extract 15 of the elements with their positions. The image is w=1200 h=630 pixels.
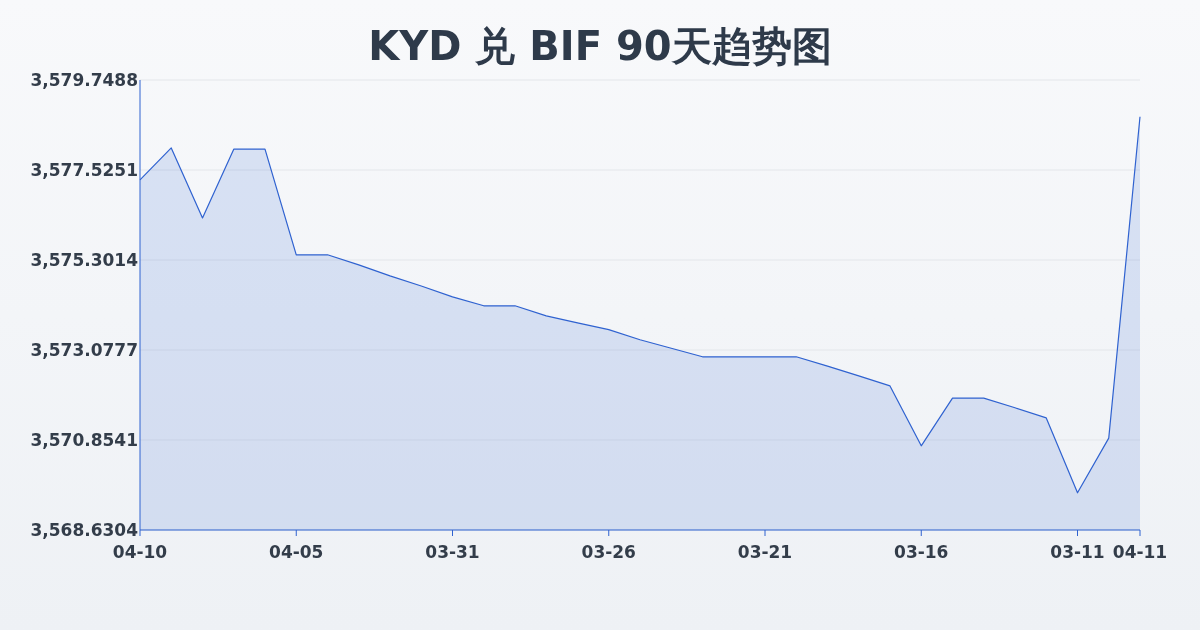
chart-title: KYD 兑 BIF 90天趋势图 [368,23,832,69]
x-tick-label: 04-11 [1112,542,1168,562]
y-tick-label: 3,573.0777 [30,340,138,360]
x-tick-label: 03-11 [1050,542,1105,562]
y-tick-label: 3,570.8541 [30,430,138,450]
y-tick-label: 3,568.6304 [30,520,139,540]
y-tick-label: 3,575.3014 [30,250,139,270]
x-tick-label: 03-21 [737,542,793,562]
x-tick-label: 03-31 [425,542,480,562]
x-tick-label: 04-10 [112,542,168,562]
y-tick-label: 3,577.5251 [30,160,138,180]
y-tick-label: 3,579.7488 [30,70,138,90]
x-tick-label: 03-26 [581,542,636,562]
x-tick-label: 04-05 [269,542,324,562]
x-tick-label: 03-16 [894,542,949,562]
